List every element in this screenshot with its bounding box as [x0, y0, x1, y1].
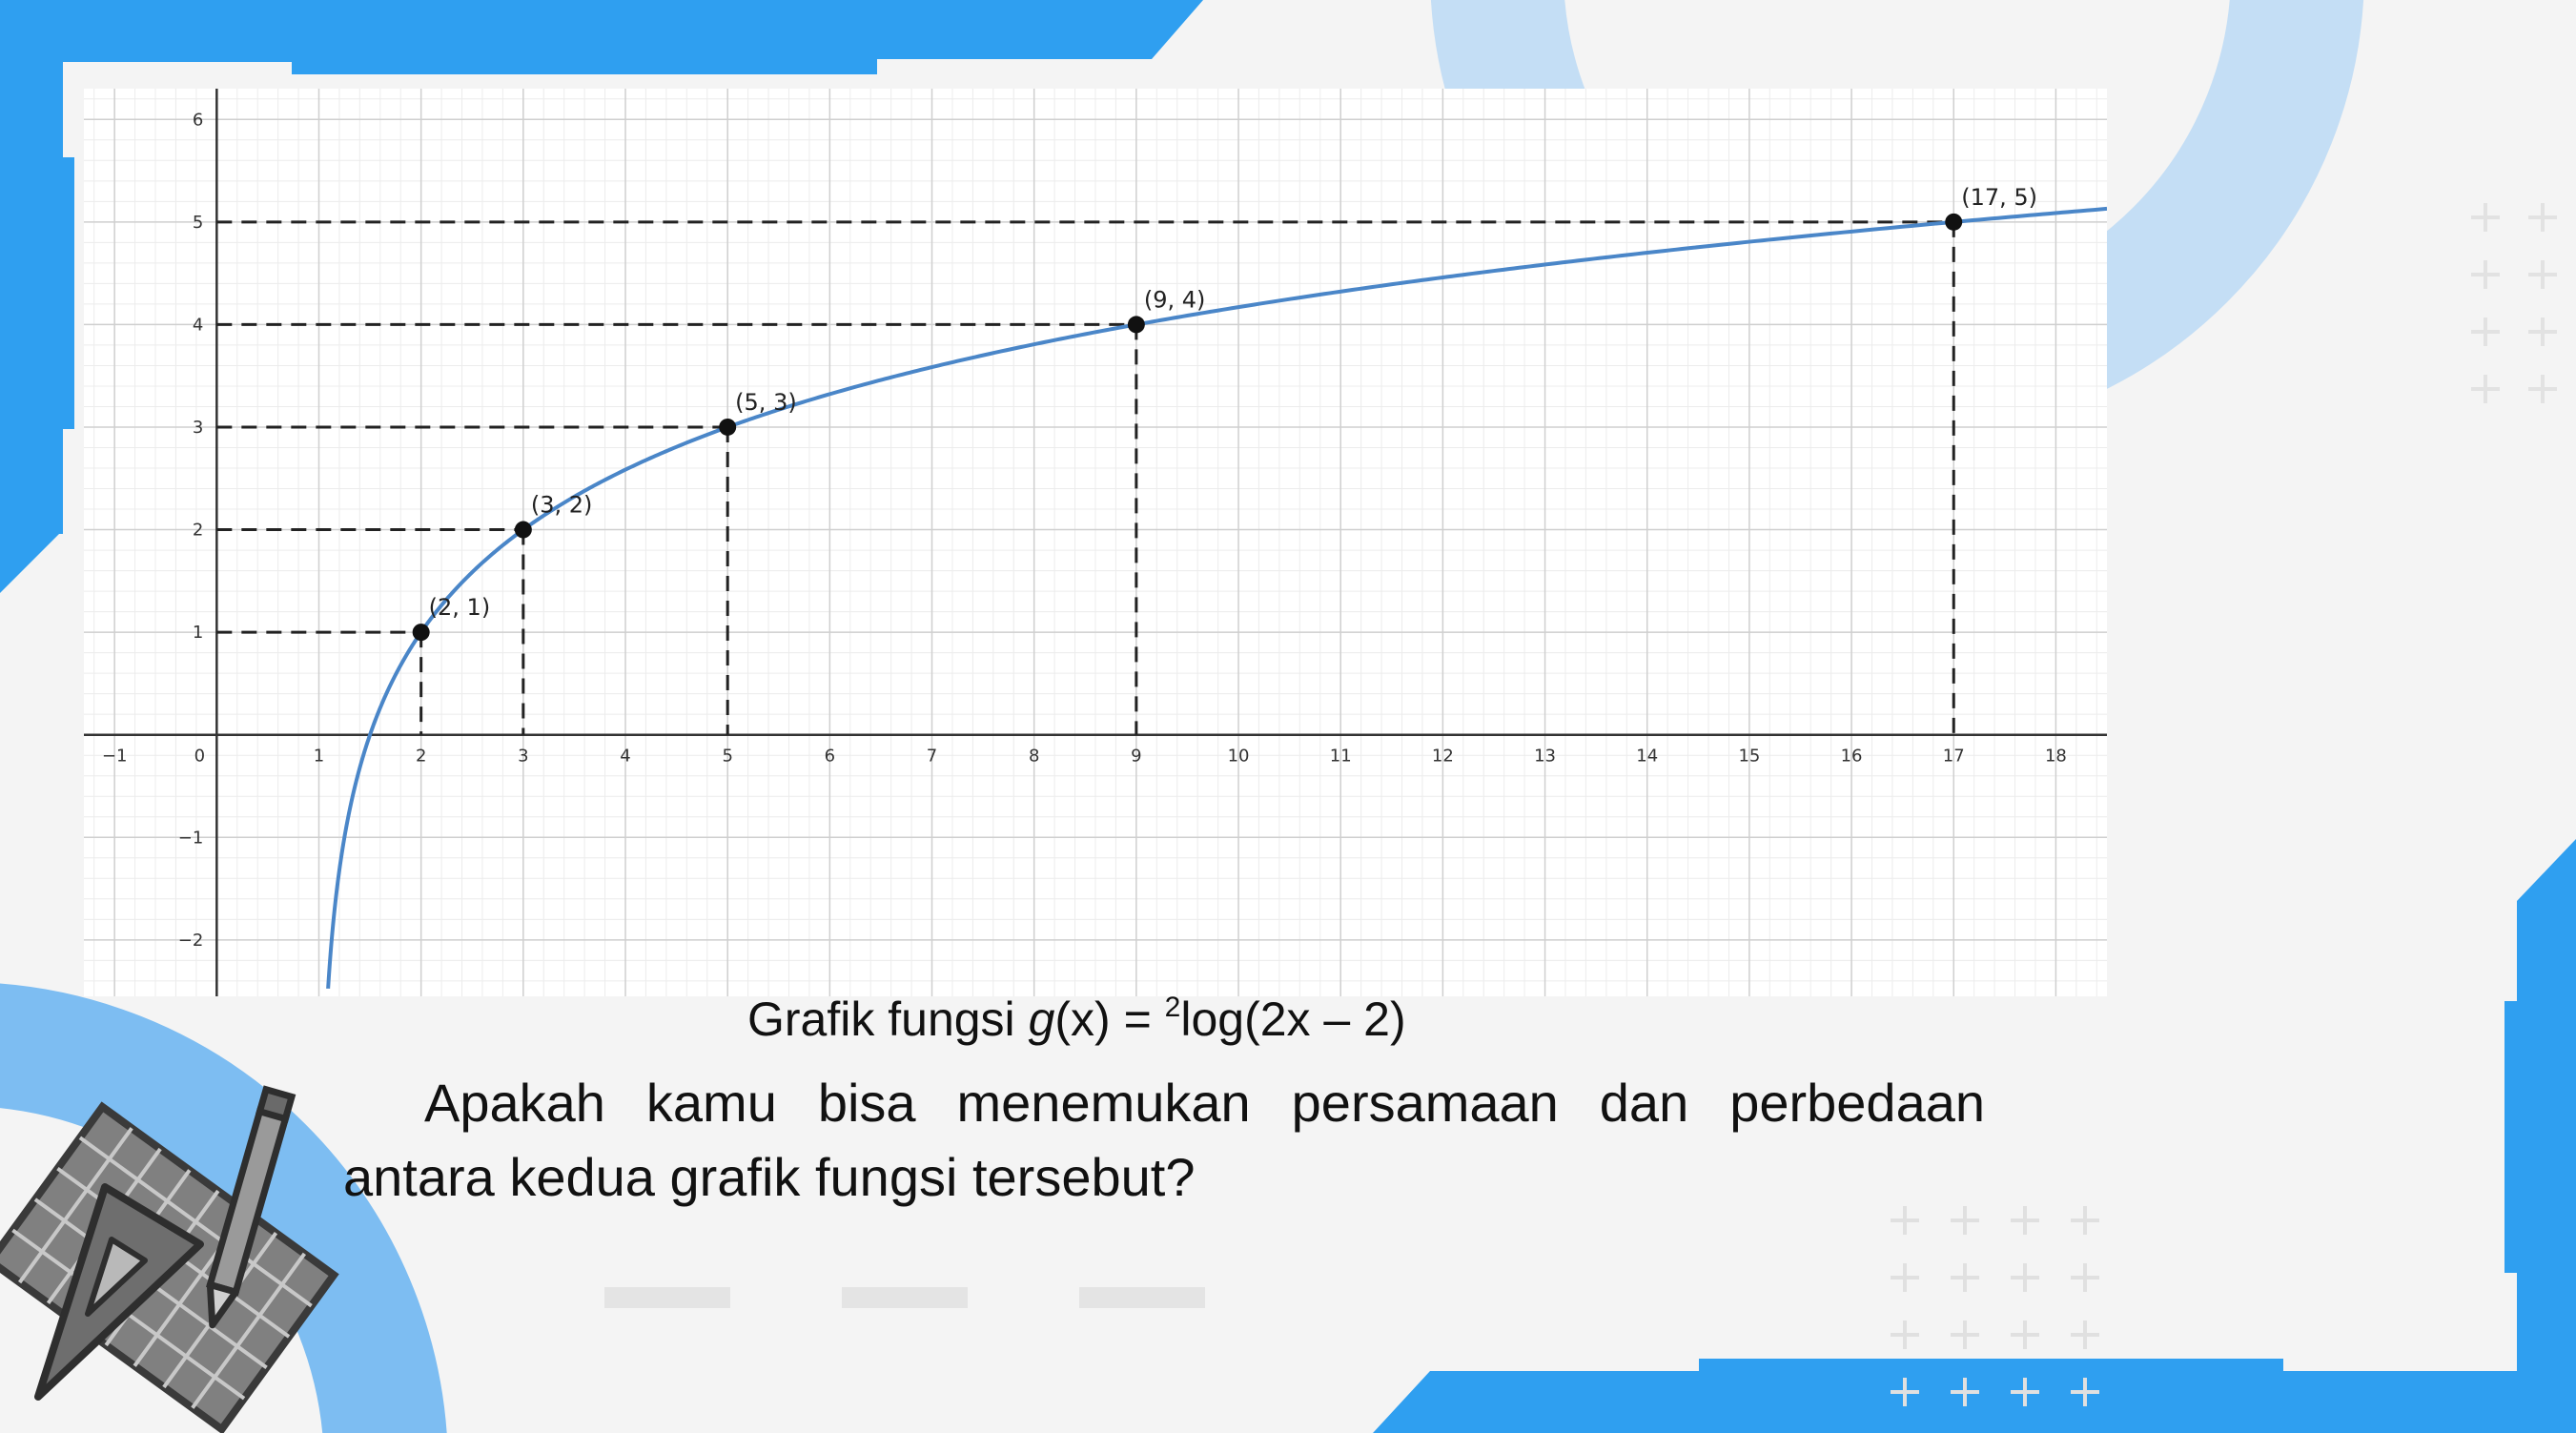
plus-pattern-right: [2471, 203, 2557, 403]
y-tick-label: 2: [193, 521, 203, 541]
blue-frame-top-left: [0, 0, 1203, 593]
caption-function-name: g: [1028, 993, 1055, 1046]
data-point-label: (9, 4): [1144, 286, 1206, 313]
dash-bar-3: [1079, 1287, 1205, 1308]
question-text: Apakah kamu bisa menemukan persamaan dan…: [343, 1073, 1985, 1207]
x-tick-label: 9: [1131, 747, 1141, 767]
ruler-triangle-pencil-grid-icon: [0, 1085, 339, 1433]
y-tick-label: 6: [193, 110, 203, 130]
x-tick-label: 17: [1943, 747, 1965, 767]
data-point: [1945, 213, 1963, 231]
x-tick-label: 7: [927, 747, 937, 767]
plus-pattern-bottom: [1891, 1206, 2099, 1406]
caption-log-base: 2: [1164, 992, 1181, 1023]
data-point: [1127, 316, 1145, 334]
dash-bar-2: [842, 1287, 968, 1308]
x-tick-label: 2: [416, 747, 426, 767]
graph-caption: Grafik fungsi g(x) = 2log(2x – 2): [747, 992, 1406, 1047]
y-tick-label: −1: [178, 828, 204, 848]
points-layer: (2, 1) (3, 2) (5, 3) (9, 4) (17, 5): [412, 184, 2037, 642]
blue-frame-bottom-right: [1373, 839, 2576, 1433]
caption-prefix: Grafik fungsi: [747, 993, 1029, 1046]
x-tick-label: 4: [620, 747, 630, 767]
x-tick-label: 16: [1841, 747, 1863, 767]
data-point: [514, 521, 532, 539]
data-point-label: (5, 3): [735, 389, 797, 416]
x-tick-label: 11: [1330, 747, 1352, 767]
data-point: [719, 418, 737, 436]
data-point: [412, 624, 430, 642]
x-tick-label: 13: [1534, 747, 1556, 767]
caption-log-expression: log(2x – 2): [1180, 993, 1406, 1046]
x-tick-label: 8: [1029, 747, 1039, 767]
y-tick-label: 3: [193, 418, 203, 438]
y-tick-label: 1: [193, 623, 203, 643]
x-tick-label: 15: [1738, 747, 1760, 767]
y-tick-label: −2: [178, 931, 204, 951]
x-tick-label: −1: [102, 747, 128, 767]
x-tick-label: 1: [314, 747, 324, 767]
log-curve: [326, 206, 2107, 990]
x-tick-label: 6: [825, 747, 835, 767]
data-point-label: (3, 2): [531, 492, 593, 519]
data-point-label: (17, 5): [1961, 184, 2037, 211]
data-point-label: (2, 1): [429, 594, 491, 621]
x-tick-label: 10: [1228, 747, 1250, 767]
dash-bar-1: [604, 1287, 730, 1308]
x-tick-label: 12: [1432, 747, 1454, 767]
y-tick-label: 4: [193, 315, 203, 335]
x-tick-label: 5: [722, 747, 732, 767]
curve-layer: [326, 206, 2107, 990]
x-tick-label: 14: [1636, 747, 1658, 767]
dashed-guides: [216, 220, 1955, 735]
x-tick-label: 18: [2045, 747, 2067, 767]
graph-svg: (2, 1)(3, 2)(5, 3)(9, 4)(17, 5) −1 0 1 2 3 4 5…: [84, 89, 2107, 996]
y-tick-label: 5: [193, 213, 203, 233]
x-tick-label: 0: [194, 747, 205, 767]
x-tick-label: 3: [518, 747, 528, 767]
caption-argument: (x) =: [1054, 993, 1165, 1046]
function-graph: (2, 1) (3, 2) (5, 3) (9, 4) (17, 5) −1 0 1 2 3 4 5…: [84, 89, 2107, 996]
minor-grid: [84, 89, 2107, 996]
